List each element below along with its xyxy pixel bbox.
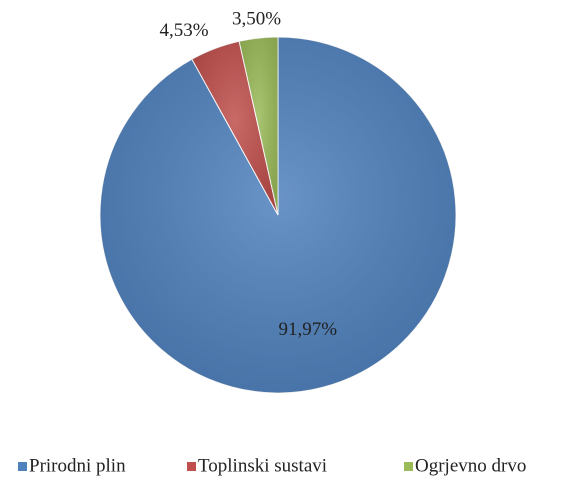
- legend-swatch: [18, 462, 27, 471]
- data-label: 3,50%: [232, 9, 281, 30]
- legend-label: Prirodni plin: [29, 455, 126, 476]
- legend-label: Toplinski sustavi: [198, 455, 327, 476]
- data-label: 91,97%: [278, 319, 337, 340]
- legend-swatch: [187, 462, 196, 471]
- data-label: 4,53%: [159, 20, 208, 41]
- legend-label: Ogrjevno drvo: [415, 455, 526, 476]
- legend-swatch: [404, 462, 413, 471]
